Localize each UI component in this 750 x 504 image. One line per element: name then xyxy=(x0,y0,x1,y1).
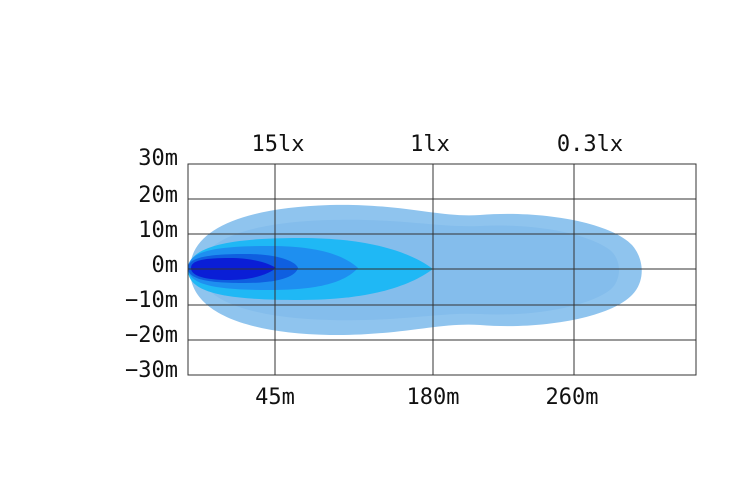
y-label: 0m xyxy=(152,253,179,278)
y-label: 20m xyxy=(138,183,178,208)
y-label: −30m xyxy=(125,358,178,383)
grid xyxy=(187,163,697,376)
x-label: 260m xyxy=(546,385,599,410)
y-label: −20m xyxy=(125,323,178,348)
beam-pattern xyxy=(188,204,642,336)
lux-label: 0.3lx xyxy=(557,132,623,157)
x-label: 45m xyxy=(255,385,295,410)
x-label: 180m xyxy=(407,385,460,410)
y-label: 10m xyxy=(138,218,178,243)
y-label: 30m xyxy=(138,146,178,171)
lux-label: 15lx xyxy=(252,132,305,157)
lux-label: 1lx xyxy=(410,132,450,157)
y-label: −10m xyxy=(125,288,178,313)
